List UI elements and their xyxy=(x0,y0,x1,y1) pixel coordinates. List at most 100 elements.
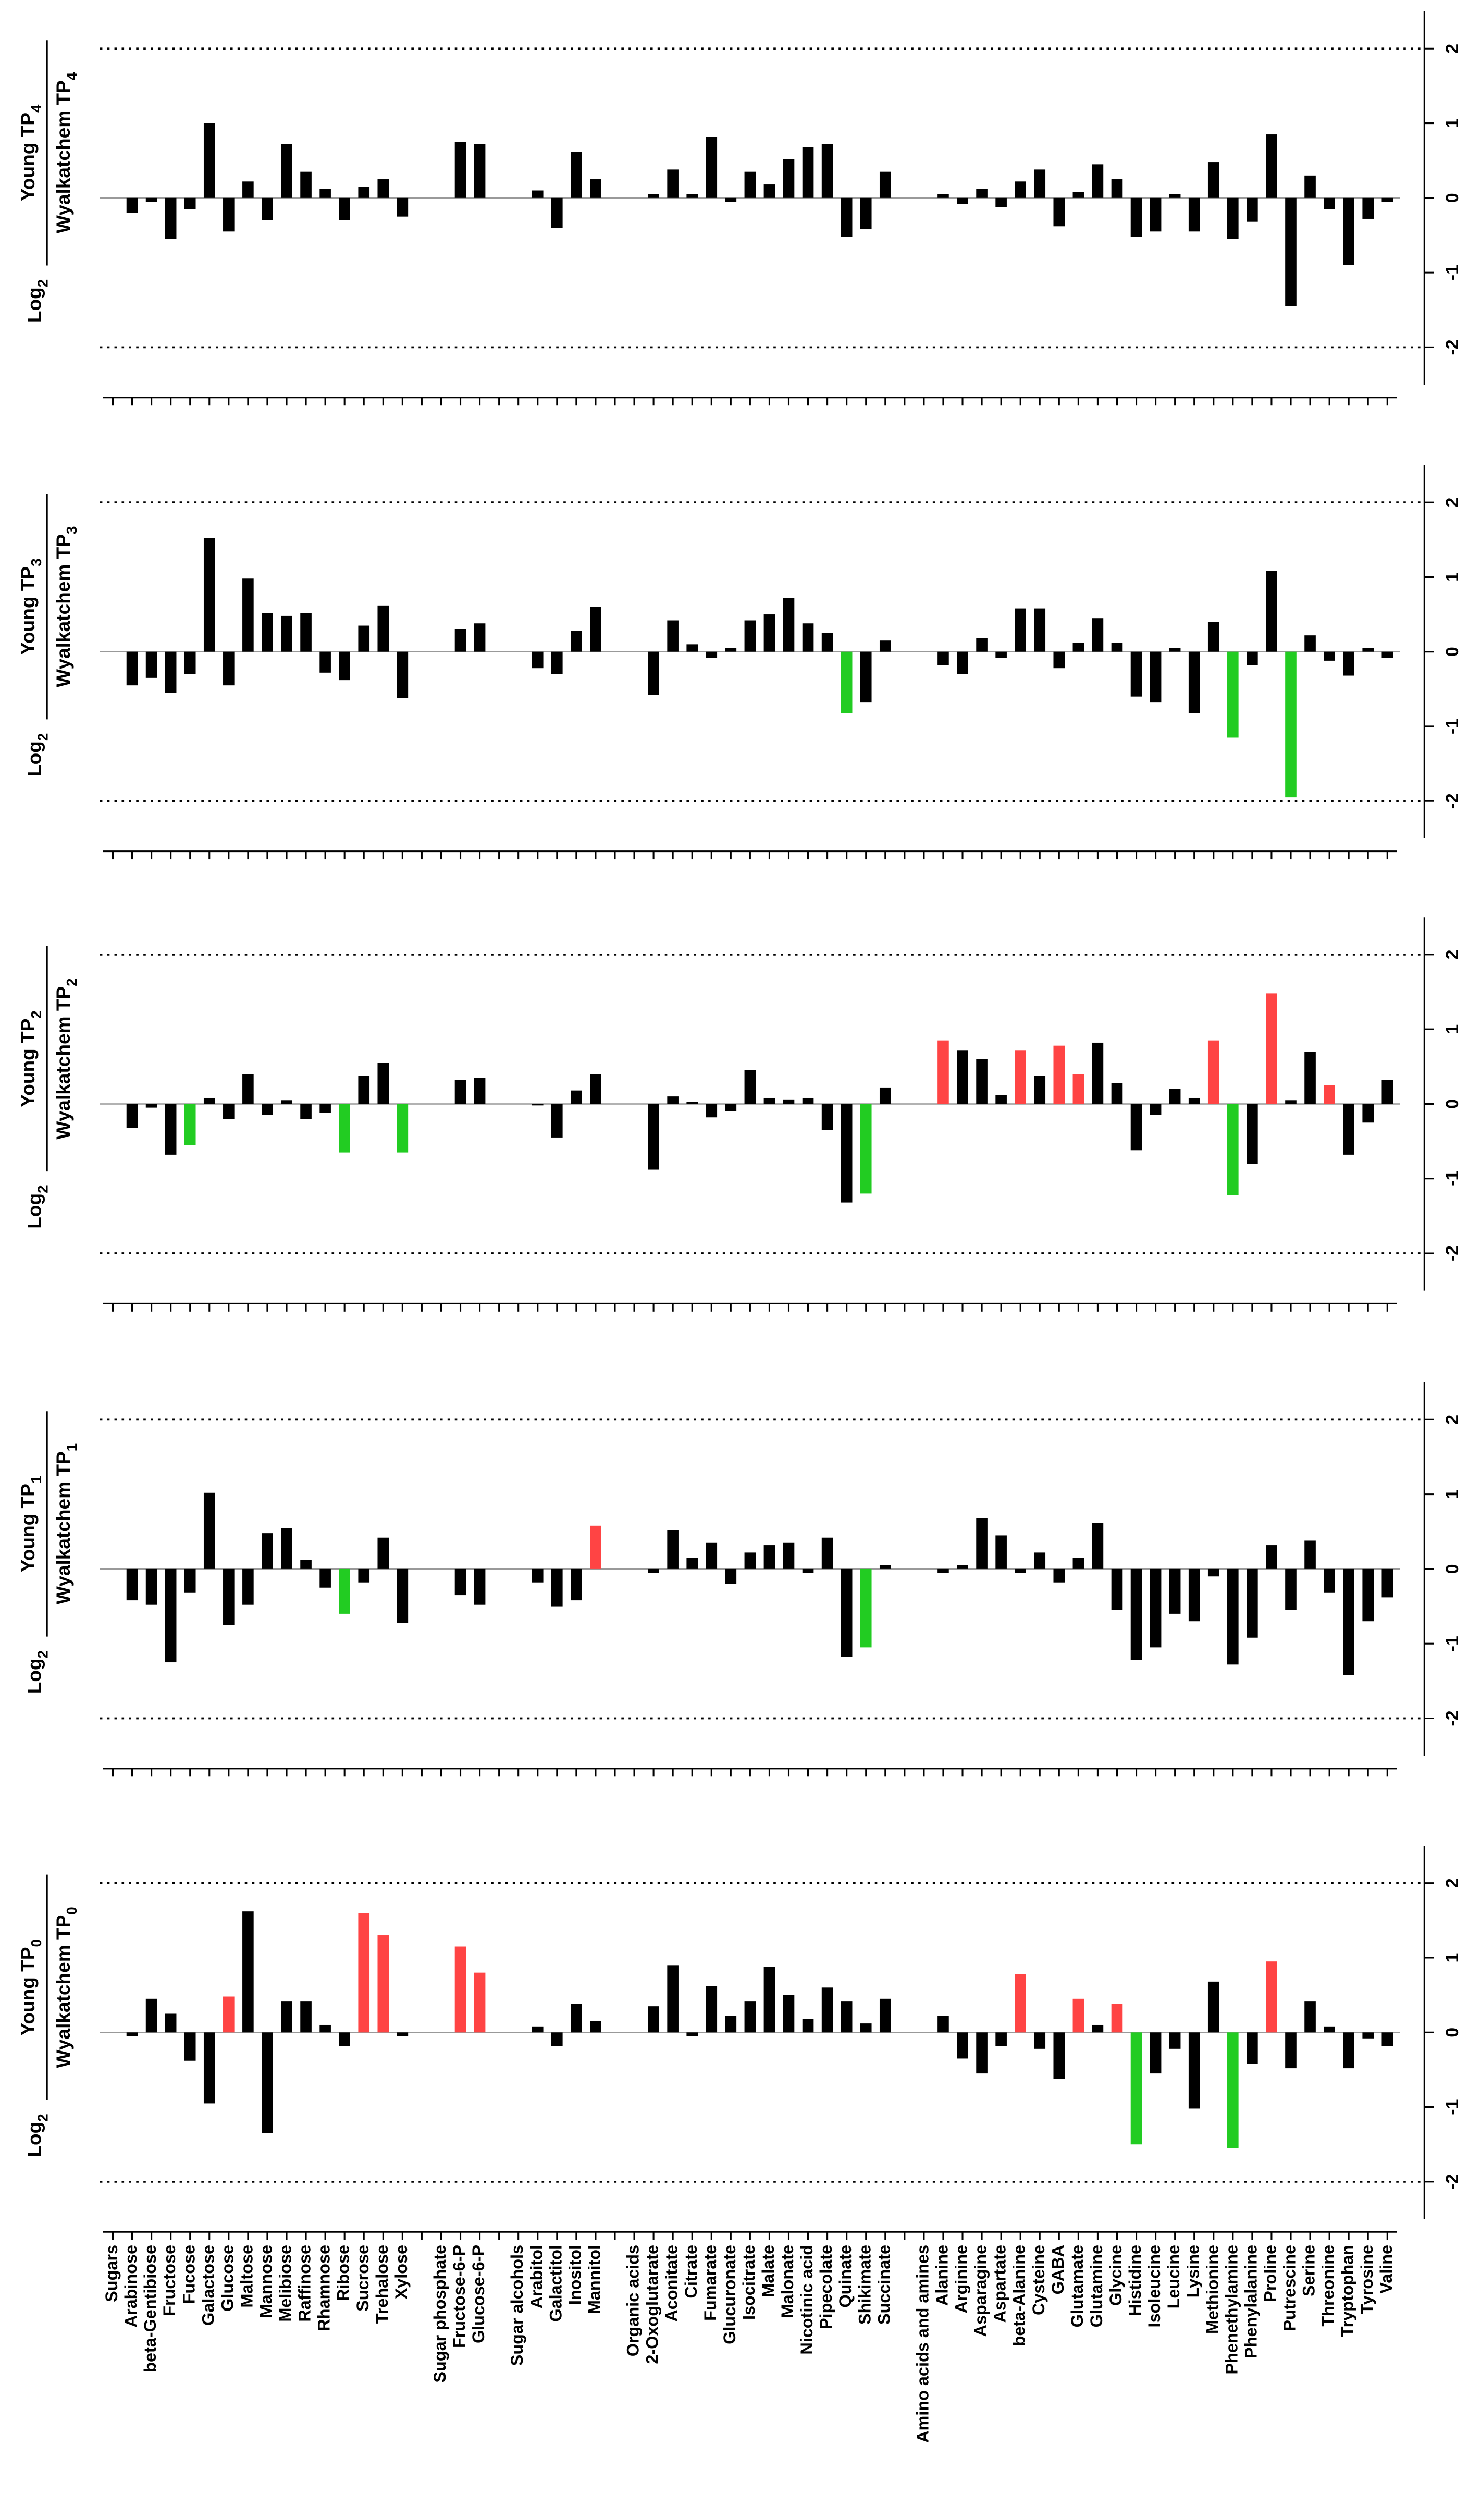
bar xyxy=(995,2032,1007,2046)
y-tick-label: -1 xyxy=(1442,1636,1462,1651)
y-tick-label: -2 xyxy=(1442,1245,1462,1261)
bar xyxy=(474,1568,486,1605)
x-tick-label: Sugars xyxy=(102,2245,121,2302)
y-label-denominator-sub: 3 xyxy=(64,526,80,534)
bar xyxy=(474,623,486,652)
bar xyxy=(1207,622,1219,652)
x-tick-label: Aspartate xyxy=(991,2245,1009,2323)
x-tick-label: Galactitol xyxy=(546,2245,565,2322)
bar xyxy=(821,144,833,198)
bar xyxy=(145,651,157,678)
y-tick-label: -1 xyxy=(1442,1171,1462,1187)
y-label-log: Log2 xyxy=(23,1185,51,1228)
bar xyxy=(532,1568,544,1583)
bar xyxy=(937,1568,949,1573)
x-tick-label: beta-Gentibiose xyxy=(141,2245,159,2373)
bar xyxy=(242,181,254,198)
x-tick-label: Isocitrate xyxy=(739,2245,758,2320)
x-tick-label: Aconitate xyxy=(662,2245,681,2322)
bar xyxy=(300,171,312,198)
bar xyxy=(165,1104,177,1155)
bar xyxy=(841,2001,853,2033)
bar xyxy=(1111,2004,1123,2033)
x-tick-label: Citrate xyxy=(682,2245,700,2299)
bar xyxy=(667,1965,679,2033)
bar xyxy=(223,197,235,232)
x-tick-label: Nicotinic acid xyxy=(797,2245,816,2355)
x-tick-label: Xylose xyxy=(392,2245,411,2299)
y-label-log: Log2 xyxy=(23,2114,51,2157)
bar xyxy=(358,1913,370,2033)
x-tick-label: Trehalose xyxy=(373,2245,391,2324)
bar xyxy=(339,197,350,220)
x-tick-label: Threonine xyxy=(1319,2245,1338,2327)
y-tick-label: 1 xyxy=(1442,1953,1462,1963)
bar xyxy=(377,179,389,198)
bar xyxy=(937,2016,949,2033)
y-label-log-text: Log xyxy=(23,2122,45,2157)
bar xyxy=(397,1568,409,1623)
x-tick-label: Serine xyxy=(1300,2245,1318,2296)
bar xyxy=(281,1100,292,1104)
bar xyxy=(1343,651,1354,676)
bar xyxy=(783,1995,795,2033)
bar xyxy=(377,1063,389,1104)
bar xyxy=(184,197,196,209)
bar xyxy=(995,197,1007,207)
y-label-denominator: Wyalkatchem TP4 xyxy=(52,72,80,233)
bar xyxy=(242,1074,254,1104)
bar xyxy=(203,123,215,198)
x-tick-label: Succinate xyxy=(874,2245,893,2325)
x-tick-label: Tyrosine xyxy=(1358,2245,1376,2314)
x-tick-label: 2-Oxoglutarate xyxy=(643,2245,662,2364)
bar xyxy=(1092,164,1104,198)
bar xyxy=(339,1568,350,1614)
bar xyxy=(763,1097,775,1104)
bar xyxy=(976,1059,988,1104)
bar xyxy=(841,197,853,237)
bar xyxy=(532,190,544,198)
bar xyxy=(1207,162,1219,198)
bar xyxy=(879,640,891,652)
x-tick-label: GABA xyxy=(1048,2245,1067,2294)
bar xyxy=(377,1935,389,2033)
bar xyxy=(551,2032,563,2046)
bar xyxy=(1266,571,1277,652)
bar xyxy=(725,197,737,202)
bar xyxy=(1285,1568,1297,1610)
y-tick-label: -1 xyxy=(1442,265,1462,280)
y-label-numerator-sub: 4 xyxy=(28,104,44,113)
bar xyxy=(223,1104,235,1119)
y-label-numerator-text: Young TP xyxy=(17,113,39,201)
y-tick-label: 1 xyxy=(1442,572,1462,582)
bar xyxy=(1072,1074,1084,1104)
bar xyxy=(203,538,215,652)
bar xyxy=(1247,1104,1258,1164)
bar xyxy=(686,644,698,652)
bar xyxy=(1227,197,1239,239)
x-tick-label: Quinate xyxy=(836,2245,855,2308)
bar xyxy=(725,2016,737,2033)
bar xyxy=(783,159,795,198)
bar xyxy=(203,2032,215,2104)
bar xyxy=(957,1050,968,1104)
bar xyxy=(995,1095,1007,1104)
bar xyxy=(551,1104,563,1138)
x-tick-label: Sugar phosphate xyxy=(430,2245,449,2383)
bar xyxy=(1015,1050,1026,1104)
bar xyxy=(242,1568,254,1605)
bar xyxy=(1362,197,1374,219)
bar xyxy=(802,2019,814,2033)
bar xyxy=(1150,651,1162,703)
bar xyxy=(1324,197,1335,209)
bar xyxy=(1285,651,1297,798)
bar xyxy=(860,197,872,230)
bar xyxy=(1324,2026,1335,2033)
bar xyxy=(1247,2032,1258,2064)
y-label-denominator: Wyalkatchem TP3 xyxy=(52,526,80,687)
x-tick-label: Isoleucine xyxy=(1145,2245,1164,2328)
bar xyxy=(1072,1558,1084,1569)
